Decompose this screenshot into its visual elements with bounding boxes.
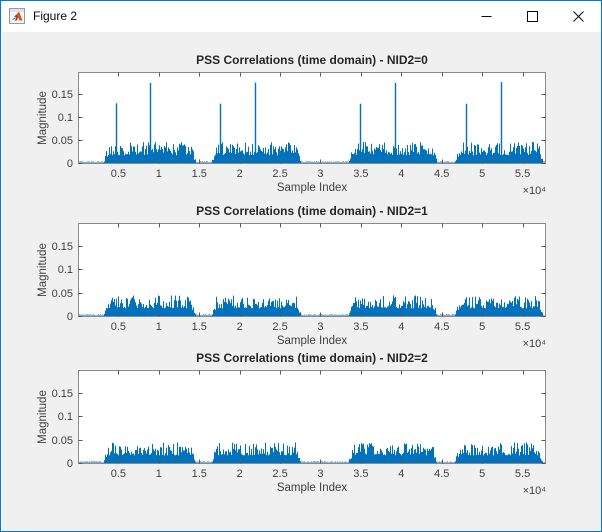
- y-axis-label: Magnitude: [37, 91, 49, 145]
- x-tick-label: 1.5: [191, 468, 207, 480]
- x-tick-label: 2: [236, 321, 243, 333]
- subplot-nid2-2: PSS Correlations (time domain) - NID2=2 …: [2, 32, 601, 531]
- x-tick-label: 5: [479, 168, 486, 180]
- window-controls: [463, 1, 601, 31]
- minimize-button[interactable]: [463, 1, 509, 31]
- x-axis-multiplier: ×10⁴: [522, 485, 546, 497]
- y-tick-label: 0.1: [57, 112, 73, 124]
- y-axis-label: Magnitude: [37, 243, 49, 297]
- x-tick-label: 4.5: [434, 168, 450, 180]
- x-tick-label: 3: [317, 168, 324, 180]
- x-tick-label: 2: [236, 468, 243, 480]
- x-tick-label: 4.5: [434, 321, 450, 333]
- x-tick-label: 3.5: [353, 168, 369, 180]
- x-tick-label: 4: [398, 168, 405, 180]
- maximize-button[interactable]: [509, 1, 555, 31]
- minimize-icon: [481, 15, 491, 17]
- close-button[interactable]: [555, 1, 601, 31]
- x-tick-label: 5.5: [514, 468, 531, 480]
- x-tick-label: 0.5: [110, 321, 127, 333]
- subplot-nid2-1: PSS Correlations (time domain) - NID2=1 …: [2, 32, 601, 531]
- x-tick-label: 4: [398, 468, 405, 480]
- y-tick-label: 0.15: [51, 89, 73, 101]
- plot-area: [78, 370, 546, 464]
- x-tick-label: 0.5: [110, 168, 127, 180]
- x-tick-label: 5.5: [514, 168, 531, 180]
- y-tick-label: 0: [66, 158, 73, 170]
- x-axis-label: Sample Index: [276, 482, 348, 494]
- x-axis-label: Sample Index: [276, 335, 348, 347]
- y-tick-label: 0.15: [51, 387, 73, 400]
- window-title: Figure 2: [33, 9, 78, 23]
- y-tick-label: 0.05: [51, 135, 73, 147]
- x-axis-multiplier: ×10⁴: [522, 338, 546, 350]
- x-axis-label: Sample Index: [276, 182, 348, 194]
- x-tick-label: 3: [317, 468, 324, 480]
- figure-canvas: PSS Correlations (time domain) - NID2=0 …: [2, 32, 601, 531]
- y-axis-label: Magnitude: [37, 390, 49, 444]
- close-icon: [572, 10, 584, 22]
- x-tick-label: 3.5: [353, 468, 369, 480]
- plot-title: PSS Correlations (time domain) - NID2=2: [196, 351, 428, 365]
- matlab-figure-icon: [9, 8, 25, 24]
- y-tick-label: 0.05: [51, 434, 73, 447]
- maximize-icon: [526, 10, 538, 22]
- y-tick-label: 0.05: [51, 287, 73, 300]
- x-tick-label: 0.5: [110, 468, 127, 480]
- y-tick-label: 0.1: [57, 411, 73, 423]
- x-tick-label: 5: [479, 468, 486, 480]
- x-tick-label: 2: [236, 168, 243, 180]
- plot-area: [78, 72, 546, 164]
- y-tick-label: 0.15: [51, 240, 73, 253]
- x-tick-label: 1: [155, 168, 162, 180]
- plot-title: PSS Correlations (time domain) - NID2=1: [196, 204, 428, 218]
- x-tick-label: 2.5: [272, 321, 288, 333]
- plot-title: PSS Correlations (time domain) - NID2=0: [196, 53, 428, 67]
- y-tick-label: 0: [66, 311, 73, 323]
- x-tick-label: 1.5: [191, 321, 207, 333]
- plot-area: [78, 223, 546, 317]
- x-tick-label: 1: [155, 468, 162, 480]
- x-tick-label: 5: [479, 321, 486, 333]
- x-tick-label: 4: [398, 321, 405, 333]
- x-tick-label: 1: [155, 321, 162, 333]
- x-tick-label: 1.5: [191, 168, 207, 180]
- x-tick-label: 4.5: [434, 468, 450, 480]
- x-tick-label: 2.5: [272, 168, 288, 180]
- subplot-nid2-0: PSS Correlations (time domain) - NID2=0 …: [2, 32, 601, 531]
- y-tick-label: 0.1: [57, 264, 73, 276]
- x-tick-label: 3.5: [353, 321, 369, 333]
- title-bar[interactable]: Figure 2: [1, 1, 601, 31]
- x-tick-label: 2.5: [272, 468, 288, 480]
- x-axis-multiplier: ×10⁴: [522, 185, 546, 197]
- x-tick-label: 3: [317, 321, 324, 333]
- x-tick-label: 5.5: [514, 321, 531, 333]
- y-tick-label: 0: [66, 458, 73, 470]
